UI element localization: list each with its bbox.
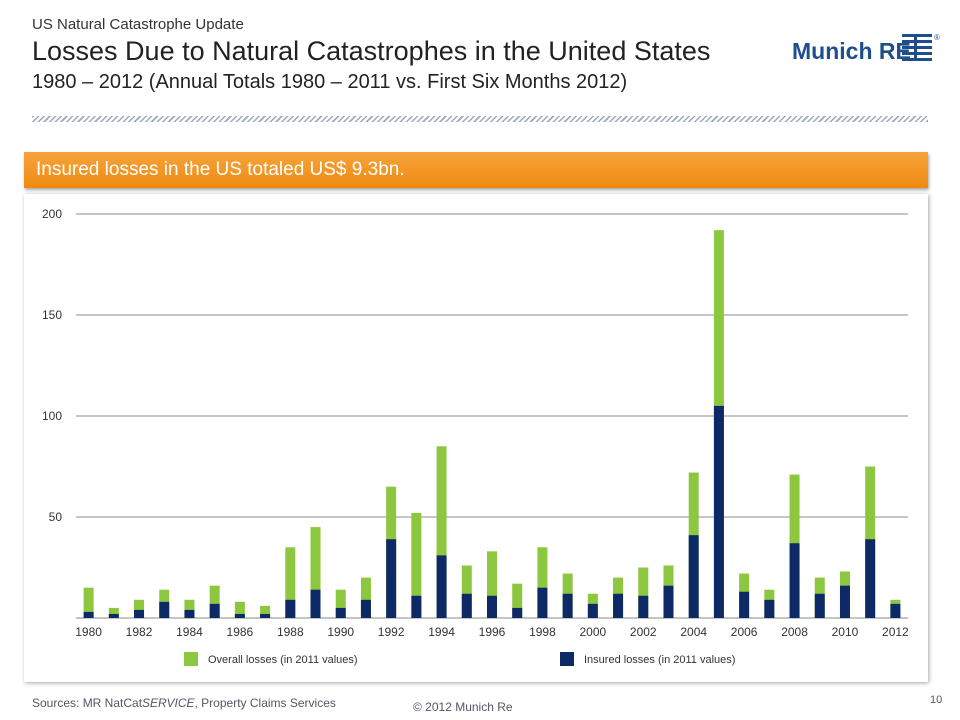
- legend-swatch-insured: [560, 652, 574, 666]
- bar-insured-1988: [285, 599, 296, 618]
- bar-chart: 50 100 150 200 1980 1982 1984 1986 1988 1990 1992 1…: [42, 207, 909, 666]
- munich-re-logo: Munich RE ®: [792, 28, 942, 74]
- bar-insured-1999: [562, 593, 573, 618]
- x-tick-label: 1984: [176, 625, 203, 639]
- bar-overall-1985: [209, 585, 220, 618]
- bar-overall-1989: [310, 527, 321, 618]
- bar-insured-1993: [411, 595, 422, 618]
- bar-overall-1987: [260, 605, 271, 618]
- x-tick-label: 2012: [882, 625, 909, 639]
- legend-swatch-overall: [184, 652, 198, 666]
- bar-overall-1993: [411, 512, 422, 618]
- bar-insured-1997: [512, 607, 523, 618]
- sources-suffix: , Property Claims Services: [194, 696, 336, 710]
- bar-overall-1982: [134, 599, 145, 618]
- x-tick-label: 2002: [630, 625, 657, 639]
- y-tick-label: 150: [42, 308, 62, 322]
- bar-insured-1983: [159, 601, 170, 618]
- x-tick-label: 1986: [227, 625, 254, 639]
- slide-title: Losses Due to Natural Catastrophes in th…: [32, 36, 711, 66]
- logo-registered: ®: [934, 33, 940, 42]
- legend-label-insured: Insured losses (in 2011 values): [584, 654, 735, 666]
- copyright: © 2012 Munich Re: [413, 700, 513, 714]
- slide-subtitle: 1980 – 2012 (Annual Totals 1980 – 2011 v…: [32, 71, 628, 93]
- y-tick-label: 200: [42, 207, 62, 221]
- bar-overall-1988: [285, 547, 296, 618]
- bar-insured-2008: [789, 543, 800, 618]
- sources-italic: SERVICE: [142, 696, 195, 710]
- bar-insured-2009: [814, 593, 825, 618]
- bar-insured-1985: [209, 603, 220, 618]
- bar-insured-2000: [587, 603, 598, 618]
- sources-prefix: Sources: MR NatCat: [32, 696, 143, 710]
- header-divider: [32, 116, 928, 122]
- bar-insured-2005: [713, 405, 724, 618]
- x-tick-label: 1998: [529, 625, 556, 639]
- x-tick-label: 2006: [731, 625, 758, 639]
- bar-insured-2011: [865, 539, 876, 618]
- bar-overall-1996: [487, 551, 497, 618]
- x-tick-label: 2004: [680, 625, 707, 639]
- banner-text: Insured losses in the US totaled US$ 9.3…: [36, 159, 405, 180]
- bar-insured-2004: [688, 535, 699, 618]
- x-tick-label: 2000: [579, 625, 606, 639]
- sources-note: Sources: MR NatCatSERVICE, Property Clai…: [32, 696, 336, 710]
- legend-label-overall: Overall losses (in 2011 values): [208, 654, 358, 666]
- x-tick-label: 1982: [126, 625, 153, 639]
- bar-insured-1981: [108, 613, 119, 618]
- bar-overall-1986: [234, 601, 245, 618]
- bar-overall-1990: [335, 589, 346, 618]
- bar-insured-2012: [890, 603, 901, 618]
- x-tick-label: 1992: [378, 625, 405, 639]
- x-tick-label: 1996: [479, 625, 506, 639]
- bar-insured-1998: [537, 587, 548, 618]
- bar-overall-1998: [537, 547, 548, 618]
- key-message-banner: Insured losses in the US totaled US$ 9.3…: [24, 152, 928, 188]
- x-tick-label: 2008: [781, 625, 808, 639]
- bar-overall-1981: [108, 607, 119, 618]
- y-tick-label: 50: [49, 510, 63, 524]
- logo-text: Munich RE: [792, 38, 911, 64]
- chart-panel: 50 100 150 200 1980 1982 1984 1986 1988 1990 1992 1…: [24, 194, 928, 682]
- slide-kicker: US Natural Catastrophe Update: [32, 16, 244, 33]
- bar-insured-1995: [461, 593, 472, 618]
- bar-insured-1991: [360, 599, 371, 618]
- bar-insured-1986: [234, 613, 245, 618]
- bar-insured-2007: [764, 599, 775, 618]
- bar-insured-1984: [184, 609, 195, 618]
- bar-insured-2003: [663, 585, 674, 618]
- bar-insured-2001: [613, 593, 624, 618]
- bar-insured-1989: [310, 589, 321, 618]
- bar-insured-1980: [83, 611, 94, 618]
- bar-insured-1982: [134, 609, 145, 618]
- x-tick-label: 1988: [277, 625, 304, 639]
- bar-overall-1995: [461, 565, 472, 618]
- x-tick-label: 1994: [428, 625, 455, 639]
- bar-insured-2002: [638, 595, 649, 618]
- bar-insured-1987: [260, 613, 271, 618]
- bar-overall-1980: [83, 587, 94, 618]
- y-tick-label: 100: [42, 409, 62, 423]
- x-tick-label: 1980: [75, 625, 102, 639]
- bar-overall-1991: [360, 577, 371, 618]
- bar-overall-1997: [512, 583, 523, 618]
- x-tick-label: 2010: [832, 625, 859, 639]
- bar-insured-2006: [739, 591, 750, 618]
- logo-mark-icon: ®: [902, 33, 940, 61]
- bar-insured-1996: [487, 595, 497, 618]
- bar-insured-1994: [436, 555, 447, 618]
- bar-overall-2002: [638, 567, 649, 618]
- bar-insured-1992: [386, 539, 397, 618]
- x-tick-label: 1990: [327, 625, 354, 639]
- bar-overall-1984: [184, 599, 195, 618]
- bar-insured-1990: [335, 607, 346, 618]
- page-number: 10: [930, 694, 943, 706]
- bar-overall-1994: [436, 446, 447, 618]
- bar-insured-2010: [839, 585, 850, 618]
